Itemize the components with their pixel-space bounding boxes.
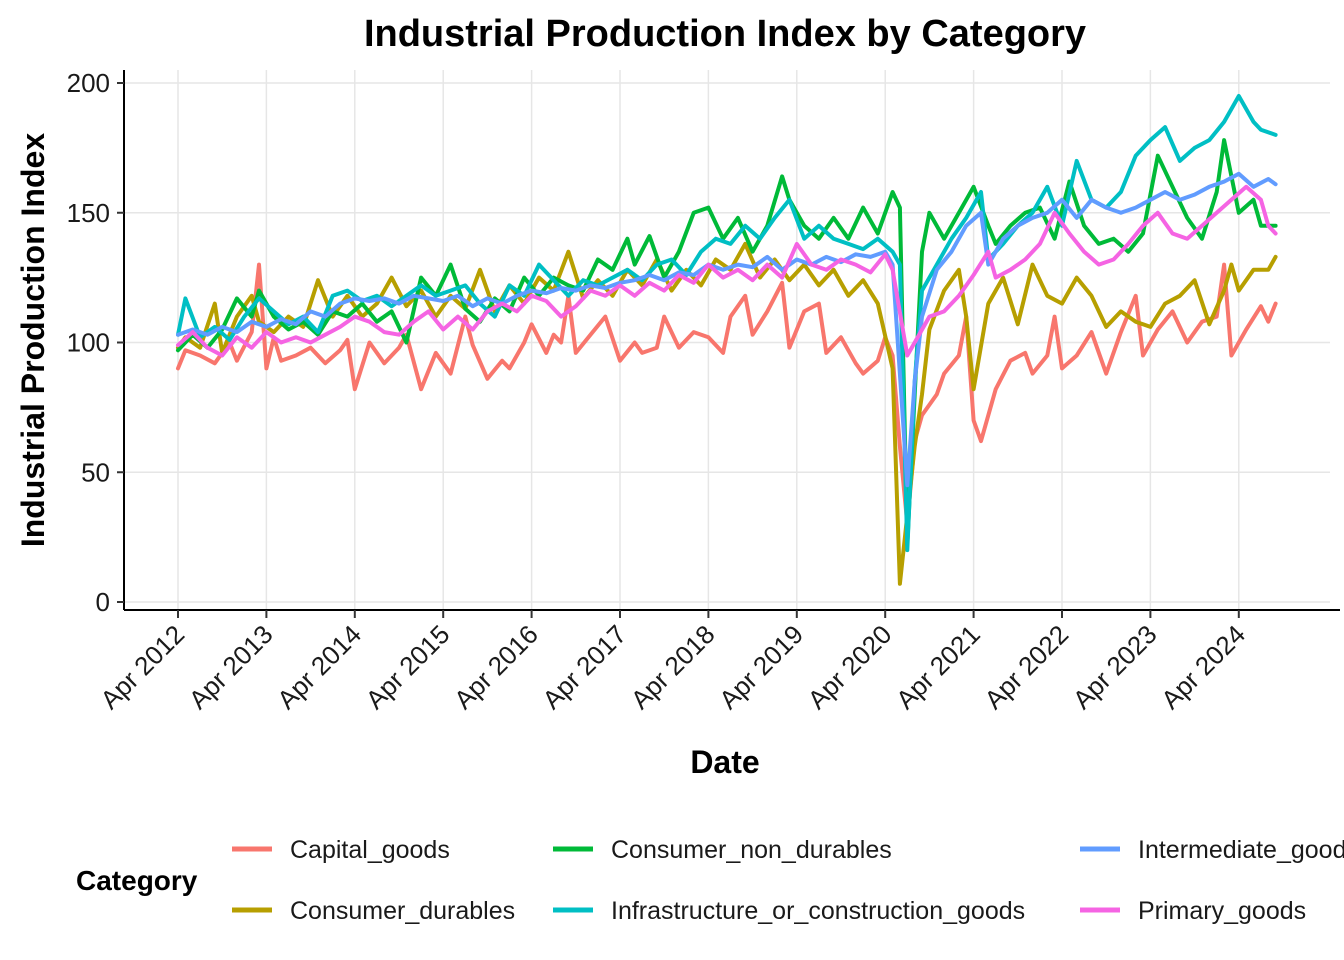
legend-label: Infrastructure_or_construction_goods [611, 897, 1025, 925]
legend-label: Consumer_durables [290, 897, 515, 925]
x-tick-label: Apr 2016 [448, 619, 544, 715]
y-axis-title: Industrial Production Index [15, 133, 51, 547]
x-tick-label: Apr 2014 [271, 619, 367, 715]
x-tick-label: Apr 2023 [1067, 619, 1163, 715]
series-lines [176, 94, 1278, 586]
y-axis-ticks: 0 50 100 150 200 [67, 68, 124, 617]
x-tick-label: Apr 2017 [536, 619, 632, 715]
x-tick-label: Apr 2018 [625, 619, 721, 715]
y-tick-label: 200 [67, 68, 110, 98]
series-line-capital-goods [176, 262, 1278, 527]
series-line-intermediate-goods [176, 171, 1278, 488]
x-tick-label: Apr 2013 [183, 619, 279, 715]
legend-label: Consumer_non_durables [611, 836, 892, 864]
series-line-consumer-durables [176, 241, 1278, 586]
series-line-consumer-non-durables [176, 138, 1278, 547]
y-tick-label: 50 [81, 457, 110, 487]
y-tick-label: 0 [96, 587, 110, 617]
x-tick-label: Apr 2015 [360, 619, 456, 715]
legend: Category Capital_goods Consumer_durables C… [76, 836, 1344, 925]
x-tick-label: Apr 2012 [94, 619, 190, 715]
x-tick-label: Apr 2019 [713, 619, 809, 715]
axes [123, 70, 1340, 611]
legend-title: Category [76, 865, 198, 896]
x-tick-label: Apr 2022 [978, 619, 1074, 715]
chart-title: Industrial Production Index by Category [364, 13, 1086, 55]
legend-label: Intermediate_goods [1138, 836, 1344, 864]
x-tick-label: Apr 2024 [1155, 619, 1251, 715]
legend-label: Capital_goods [290, 836, 450, 864]
x-axis-title: Date [690, 744, 759, 780]
series-line-primary-goods [176, 184, 1278, 358]
x-tick-label: Apr 2021 [890, 619, 986, 715]
x-tick-label: Apr 2020 [802, 619, 898, 715]
y-tick-label: 150 [67, 198, 110, 228]
legend-label: Primary_goods [1138, 897, 1306, 925]
y-tick-label: 100 [67, 328, 110, 358]
